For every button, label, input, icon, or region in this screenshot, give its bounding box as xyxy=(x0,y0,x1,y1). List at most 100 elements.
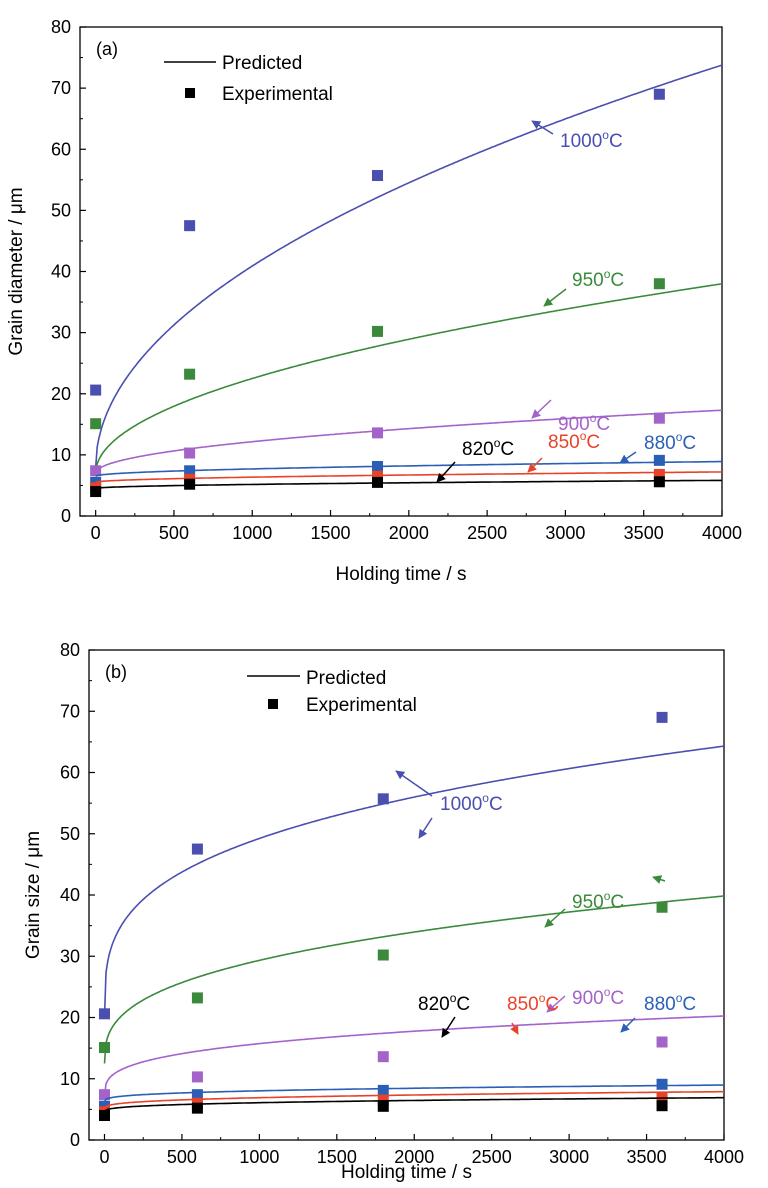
experimental-point xyxy=(184,478,196,490)
predicted-curve xyxy=(94,283,722,474)
y-tick-label: 60 xyxy=(60,763,80,783)
x-tick-label: 2000 xyxy=(394,1147,434,1167)
experimental-point xyxy=(90,465,102,477)
series-820c: 820oC xyxy=(90,436,722,498)
experimental-point xyxy=(191,992,203,1004)
predicted-curve xyxy=(95,460,722,478)
legend-predicted-label: Predicted xyxy=(306,668,386,689)
experimental-point xyxy=(372,470,384,482)
experimental-point xyxy=(656,901,668,913)
y-tick-label: 10 xyxy=(60,1069,80,1089)
experimental-point xyxy=(184,465,196,477)
experimental-point xyxy=(98,1110,110,1121)
annotation-arrow xyxy=(436,461,456,483)
y-tick-label: 80 xyxy=(51,17,71,37)
x-tick-label: 0 xyxy=(99,1147,109,1167)
series-annotation-label: 850oC xyxy=(548,429,600,453)
y-tick-label: 70 xyxy=(60,701,80,721)
y-tick-label: 30 xyxy=(60,946,80,966)
x-tick-label: 1000 xyxy=(239,1147,279,1167)
series-1000c: 1000oC xyxy=(90,64,722,468)
experimental-point xyxy=(656,1100,668,1112)
experimental-point xyxy=(656,1078,668,1090)
x-tick-label: 0 xyxy=(91,523,101,543)
x-tick-label: 3000 xyxy=(545,523,585,543)
y-tick-label: 0 xyxy=(70,1130,80,1150)
experimental-point xyxy=(377,1100,389,1112)
y-tick-label: 30 xyxy=(51,323,71,343)
x-tick-label: 2500 xyxy=(472,1147,512,1167)
y-tick-label: 20 xyxy=(60,1008,80,1028)
x-tick-label: 4000 xyxy=(704,1147,744,1167)
x-tick-label: 3000 xyxy=(549,1147,589,1167)
y-tick-label: 70 xyxy=(51,78,71,98)
annotation-arrow xyxy=(441,1016,456,1038)
legend: Predicted Experimental xyxy=(247,668,417,716)
experimental-point xyxy=(184,220,196,232)
series-820c: 820oC xyxy=(98,991,724,1121)
annotation-arrow xyxy=(527,457,543,473)
series-annotation-label: 820oC xyxy=(418,991,470,1015)
predicted-curve xyxy=(103,1090,724,1110)
y-tick-label: 40 xyxy=(60,885,80,905)
experimental-point xyxy=(656,1036,668,1048)
experimental-point xyxy=(191,1089,203,1101)
series-950c: 950oC xyxy=(90,267,722,474)
experimental-point xyxy=(98,1089,110,1101)
y-axis-title: Grain size / μm xyxy=(23,831,44,959)
experimental-point xyxy=(377,1051,389,1063)
annotation-arrow xyxy=(546,995,566,1013)
y-axis-title: Grain diameter / μm xyxy=(6,187,27,355)
x-tick-label: 3500 xyxy=(624,523,664,543)
series-annotation-label: 1000oC xyxy=(440,791,503,815)
predicted-curve xyxy=(95,471,722,484)
series-900c: 900oC xyxy=(98,985,724,1101)
y-tick-label: 40 xyxy=(51,262,71,282)
experimental-point xyxy=(653,278,665,290)
annotation-arrow xyxy=(619,451,637,464)
series-annotation-label: 950oC xyxy=(572,267,624,291)
y-tick-label: 80 xyxy=(60,640,80,660)
series-880c: 880oC xyxy=(98,991,724,1112)
series-annotation-label: 880oC xyxy=(644,991,696,1015)
predicted-curve xyxy=(94,409,722,474)
experimental-point xyxy=(191,1102,203,1114)
series-950c: 950oC xyxy=(98,875,724,1064)
experimental-point xyxy=(90,486,102,498)
x-tick-label: 500 xyxy=(159,523,189,543)
x-axis-title: Holding time / s xyxy=(341,1162,472,1183)
plot-frame xyxy=(79,26,723,517)
experimental-point xyxy=(653,454,665,466)
series-annotation-label: 820oC xyxy=(462,436,514,460)
predicted-curve xyxy=(103,745,724,1018)
y-tick-label: 20 xyxy=(51,384,71,404)
y-tick-label: 0 xyxy=(61,506,71,526)
experimental-point xyxy=(653,88,665,100)
experimental-point xyxy=(377,1084,389,1096)
series-annotation-label: 950oC xyxy=(572,889,624,913)
experimental-point xyxy=(653,476,665,488)
experimental-point xyxy=(98,1100,110,1112)
y-tick-label: 50 xyxy=(51,200,71,220)
experimental-point xyxy=(656,711,668,723)
annotation-arrow xyxy=(418,817,433,839)
series-annotation-label: 1000oC xyxy=(560,128,623,152)
annotation-arrow xyxy=(620,1017,636,1033)
predicted-curve xyxy=(103,895,724,1064)
x-axis-title: Holding time / s xyxy=(336,564,467,585)
x-tick-label: 2000 xyxy=(389,523,429,543)
annotation-arrow xyxy=(544,908,566,928)
chart-panel-b: 0 500 1000 1500 2000 2500 3000 3500 4000 0 10 20 30 4… xyxy=(23,640,744,1183)
experimental-point xyxy=(372,170,384,182)
x-tick-label: 4000 xyxy=(702,523,742,543)
experimental-point xyxy=(377,793,389,805)
experimental-point xyxy=(191,843,203,855)
x-tick-label: 1500 xyxy=(317,1147,357,1167)
y-tick-label: 60 xyxy=(51,139,71,159)
chart-panel-a: 0 500 1000 1500 2000 2500 3000 3500 4000 0 10 20 30 4… xyxy=(6,17,742,585)
annotation-arrow xyxy=(543,288,567,307)
series-900c: 900oC xyxy=(90,399,722,477)
predicted-curve xyxy=(94,64,722,468)
predicted-curve xyxy=(103,1015,724,1098)
